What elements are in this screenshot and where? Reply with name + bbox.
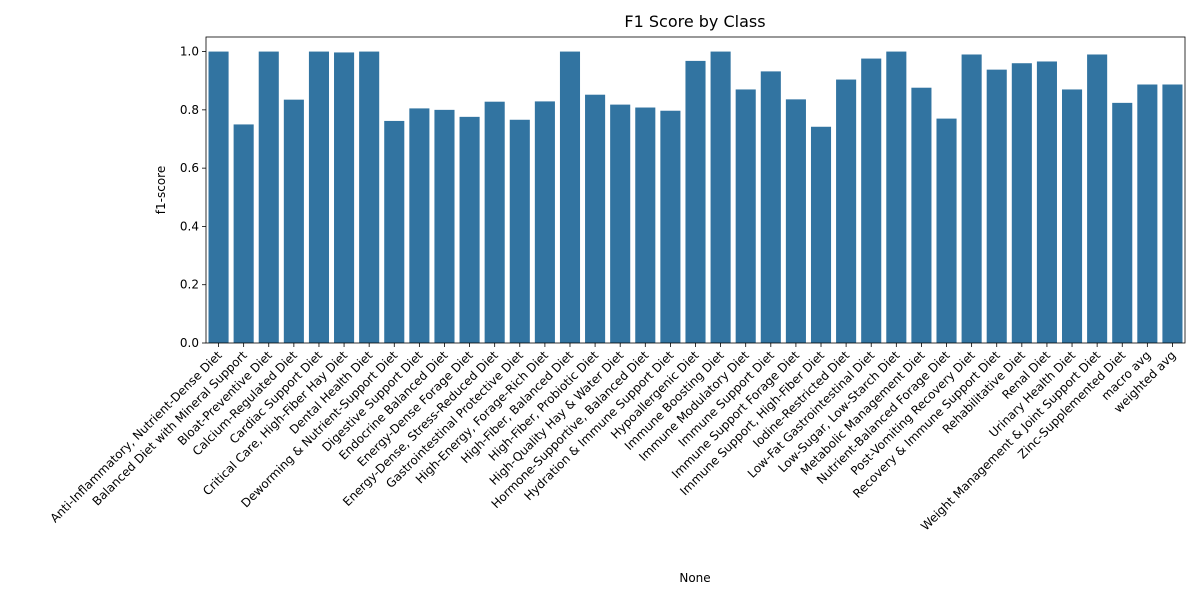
bar-11 [484,101,505,343]
chart-title: F1 Score by Class [624,12,765,31]
bar-28 [911,87,932,343]
bar-12 [509,119,530,343]
bar-26 [861,58,882,344]
bar-19 [685,60,706,343]
bar-25 [836,79,857,343]
bar-17 [635,107,656,343]
bar-33 [1036,61,1057,343]
bar-29 [936,118,957,343]
bar-34 [1061,89,1083,343]
bar-18 [660,110,681,343]
bar-10 [459,116,480,343]
bar-3 [283,99,304,344]
bar-21 [735,89,756,343]
y-tick-label: 0.8 [180,103,199,117]
bar-16 [610,104,631,344]
bar-7 [384,120,405,343]
bar-2 [258,51,279,343]
bar-20 [710,51,731,343]
y-tick-label: 1.0 [180,45,199,59]
y-tick-label: 0.2 [180,278,199,292]
bar-31 [986,69,1007,343]
bar-4 [308,51,330,343]
bar-32 [1011,63,1032,343]
y-tick-label: 0.6 [180,161,199,175]
bars-layer [208,51,1183,344]
bar-6 [359,51,380,343]
bar-22 [760,71,781,343]
bar-27 [886,51,907,343]
bar-15 [585,94,606,344]
bar-8 [409,108,430,344]
y-axis: 0.0 0.2 0.4 0.6 0.8 1.0 [180,45,206,350]
y-tick-label: 0.4 [180,219,199,233]
bar-9 [434,109,455,343]
bar-35 [1087,54,1108,343]
x-axis: Anti-Inflammatory, Nutrient-Dense DietBa… [47,343,1179,533]
plot-frame [205,36,1186,344]
y-axis-label: f1-score [154,166,168,214]
bar-1 [233,124,254,343]
bar-38 [1162,84,1183,343]
bar-37 [1137,84,1158,343]
bar-24 [810,126,832,343]
bar-23 [785,99,806,343]
x-tick-label: Anti-Inflammatory, Nutrient-Dense Diet [47,348,224,525]
bar-5 [334,52,355,344]
bar-36 [1112,102,1133,343]
x-axis-label: None [679,571,710,585]
bar-13 [534,101,555,343]
bar-30 [961,54,982,343]
bar-14 [559,51,581,343]
bar-0 [208,51,229,343]
y-tick-label: 0.0 [180,336,199,350]
